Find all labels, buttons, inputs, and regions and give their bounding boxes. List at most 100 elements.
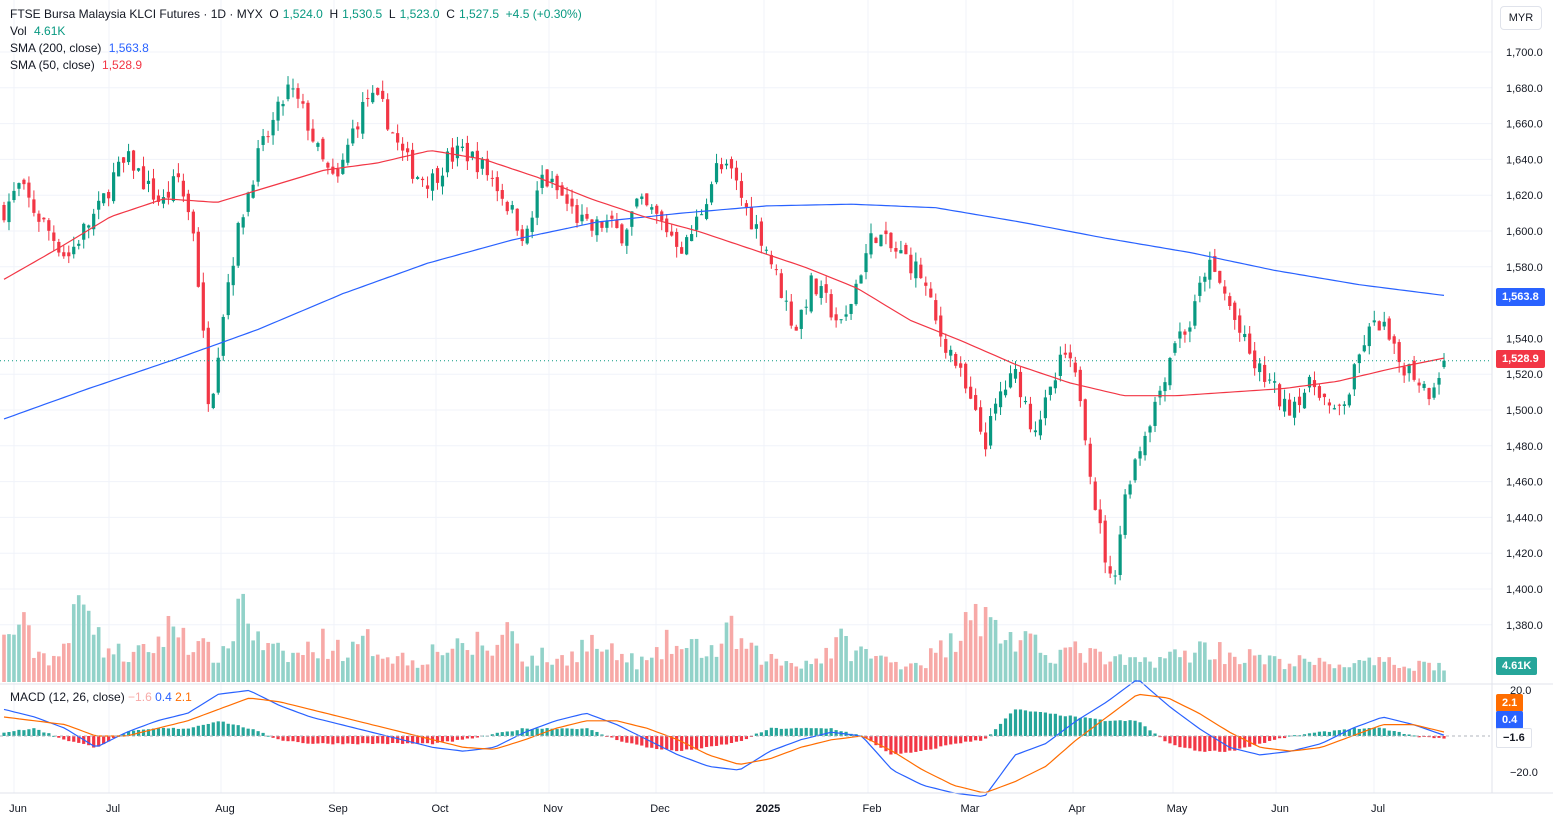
macd-hist-bar <box>1023 710 1028 736</box>
macd-legend[interactable]: MACD (12, 26, close) −1.6 0.4 2.1 <box>10 690 192 704</box>
close-value: 1,527.5 <box>458 7 499 21</box>
open-label: O <box>269 7 279 21</box>
price-tick-label: 1,540.0 <box>1506 333 1543 345</box>
candle-body <box>366 98 370 100</box>
candle-body <box>1432 387 1436 398</box>
macd-hist-bar <box>470 736 474 739</box>
macd-hist-bar <box>386 736 390 745</box>
candle-body <box>874 237 878 243</box>
candle-body <box>1297 396 1302 406</box>
volume-bar <box>390 663 395 682</box>
macd-hist-bar <box>719 736 724 745</box>
price-tick-label: 1,580.0 <box>1506 262 1543 274</box>
price-axis[interactable]: 1,700.0 1,680.0 1,660.0 1,640.0 1,620.0 1,600… <box>1506 47 1543 632</box>
macd-hist-bar <box>131 730 136 736</box>
volume-bar <box>669 653 674 682</box>
candle-body <box>1367 326 1371 347</box>
macd-hist-bar <box>171 727 176 736</box>
candle-body <box>1208 259 1212 280</box>
volume-bar <box>425 664 430 682</box>
candle-body <box>470 151 474 158</box>
volume-bars <box>2 593 1446 682</box>
volume-bar <box>610 643 614 682</box>
macd-hist-bar <box>1143 726 1147 736</box>
macd-hist-bar <box>2 732 6 736</box>
macd-hist-bar <box>904 736 908 753</box>
macd-hist-bar <box>226 723 230 736</box>
macd-hist-bar <box>47 733 51 736</box>
candle-body <box>924 282 928 286</box>
candle-body <box>759 221 763 246</box>
candle-body <box>1342 404 1346 406</box>
macd-hist-bar <box>984 736 988 739</box>
macd-hist-bar <box>301 736 305 744</box>
macd-hist-bar <box>769 727 773 736</box>
volume-bar <box>844 636 848 682</box>
volume-tag: 4.61K <box>1496 657 1538 675</box>
sma50-row[interactable]: SMA (50, close) 1,528.9 <box>10 57 582 74</box>
macd-hist-bar <box>445 736 450 742</box>
time-tick-label: May <box>1167 803 1188 815</box>
macd-hist-bar <box>580 728 584 736</box>
volume-bar <box>689 639 694 682</box>
volume-bar <box>894 661 898 682</box>
candle-body <box>376 87 380 95</box>
candle-body <box>92 213 96 230</box>
candle-body <box>1138 451 1142 459</box>
volume-row[interactable]: Vol 4.61K <box>10 23 582 40</box>
candle-body <box>859 275 863 284</box>
currency-button[interactable]: MYR <box>1500 6 1542 30</box>
macd-hist-bar <box>784 728 788 736</box>
volume-bar <box>1397 668 1401 682</box>
macd-hist-bar <box>1352 727 1356 736</box>
candle-body <box>1302 392 1307 409</box>
candle-body <box>1153 401 1157 426</box>
candle-body <box>1128 484 1132 495</box>
volume-bar <box>350 641 355 682</box>
time-axis[interactable]: Jun Jul Aug Sep Oct Nov Dec 2025 Feb Mar Apr May Jun… <box>9 803 1385 815</box>
candle-body <box>939 315 943 337</box>
macd-hist-bar <box>1123 721 1127 736</box>
macd-hist-bar <box>52 735 56 737</box>
macd-hist-bar <box>655 736 659 750</box>
volume-bar <box>1427 662 1431 682</box>
macd-hist-bar <box>964 736 968 742</box>
volume-bar <box>605 649 609 682</box>
volume-bar <box>485 650 490 682</box>
candle-body <box>231 265 235 286</box>
symbol-title[interactable]: FTSE Bursa Malaysia KLCI Futures · 1D · … <box>10 7 263 21</box>
macd-hist-bar <box>1033 711 1038 736</box>
volume-bar <box>500 634 505 682</box>
candle-body <box>565 194 569 204</box>
macd-signal-value: 2.1 <box>175 690 192 704</box>
candle-body <box>1148 426 1152 433</box>
price-tick-label: 1,460.0 <box>1506 477 1543 489</box>
candle-body <box>1003 389 1008 396</box>
open-value: 1,524.0 <box>282 7 323 21</box>
candle-body <box>909 254 913 274</box>
macd-hist-bar <box>924 736 928 750</box>
candle-body <box>984 432 988 450</box>
macd-hist-bar <box>1198 736 1202 752</box>
volume-bar <box>1332 668 1337 682</box>
volume-bar <box>331 650 335 682</box>
macd-hist-bar <box>1327 731 1332 736</box>
volume-bar <box>1307 661 1312 682</box>
volume-bar <box>37 651 41 682</box>
macd-hist-bar <box>645 736 649 748</box>
volume-bar <box>1352 663 1357 682</box>
candle-body <box>1133 459 1137 481</box>
volume-bar <box>166 615 171 682</box>
candle-body <box>1023 400 1028 403</box>
sma200-row[interactable]: SMA (200, close) 1,563.8 <box>10 40 582 57</box>
volume-bar <box>2 634 6 682</box>
macd-hist-bar <box>1317 731 1322 736</box>
candle-body <box>580 214 584 222</box>
candle-body <box>550 178 554 183</box>
volume-bar <box>281 650 285 682</box>
volume-bar <box>963 612 968 682</box>
macd-hist-bar <box>1332 730 1336 736</box>
volume-bar <box>520 661 525 682</box>
volume-bar <box>176 637 181 682</box>
